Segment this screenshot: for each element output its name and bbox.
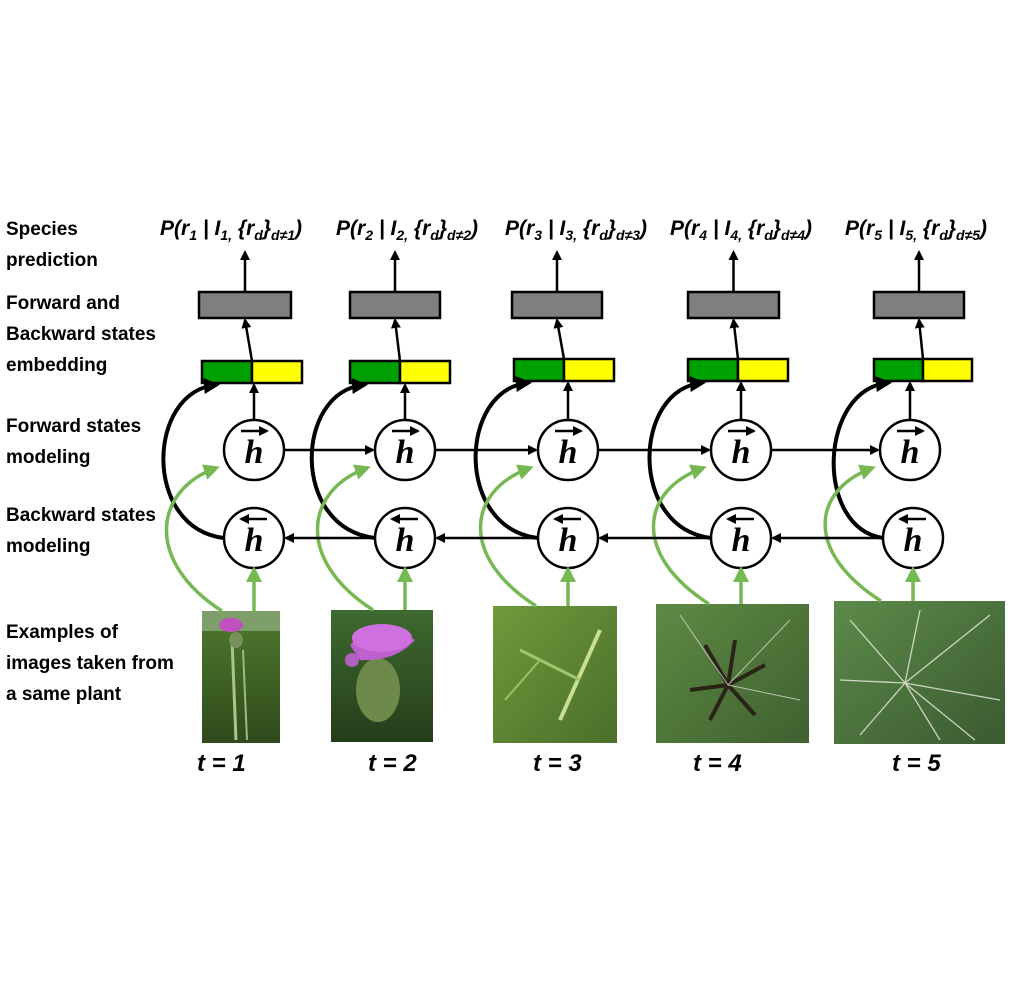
formula-2: P(r2 | I2, {rd}d≠2) (336, 217, 479, 244)
embedding-box-1 (197, 290, 293, 320)
label-species-prediction: Species prediction (6, 219, 98, 271)
plant-photo-5 (834, 601, 1005, 744)
forward-half-3 (512, 357, 566, 383)
plant-photo-2 (331, 610, 433, 742)
embed-arrow-1 (241, 318, 254, 362)
forward-state-label-4: h (732, 434, 751, 471)
embedding-box-2 (348, 290, 442, 320)
formula-4: P(r4 | I4, {rd}d≠4) (670, 217, 813, 244)
embed-arrow-5 (914, 318, 925, 360)
time-label-5: t = 5 (892, 750, 941, 777)
image-to-forward-arrow-1 (164, 464, 223, 613)
image-to-forward-arrow-4 (651, 464, 710, 606)
embed-arrow-4 (729, 318, 740, 360)
forward-state-label-1: h (245, 434, 264, 471)
plant-photo-1 (202, 611, 280, 743)
backward-state-label-5: h (904, 522, 923, 559)
time-label-4: t = 4 (693, 750, 742, 777)
formula-3: P(r3 | I3, {rd}d≠3) (505, 217, 648, 244)
backward-half-4 (736, 357, 790, 383)
backward-to-embedding-arrow-1 (161, 378, 225, 540)
backward-state-label-4: h (732, 522, 751, 559)
image-to-forward-arrow-3 (478, 464, 537, 608)
time-label-3: t = 3 (533, 750, 582, 777)
embed-arrow-3 (553, 318, 566, 360)
forward-state-label-5: h (901, 434, 920, 471)
backward-to-embedding-arrow-4 (647, 376, 712, 540)
forward-half-1 (200, 359, 254, 385)
formula-5: P(r5 | I5, {rd}d≠5) (845, 217, 988, 244)
label-examples: Examples of images taken from a same pla… (6, 622, 174, 705)
label-embedding: Forward and Backward states embedding (6, 293, 156, 376)
label-forward-states: Forward states modeling (6, 416, 142, 468)
backward-half-5 (921, 357, 974, 383)
forward-half-5 (872, 357, 925, 383)
formula-1: P(r1 | I1, {rd}d≠1) (160, 217, 303, 244)
embed-arrow-2 (391, 318, 402, 362)
backward-half-2 (398, 359, 452, 385)
forward-half-2 (348, 359, 402, 385)
backward-half-3 (562, 357, 616, 383)
backward-to-embedding-arrow-2 (309, 378, 376, 540)
image-to-forward-arrow-2 (315, 464, 374, 612)
forward-state-label-3: h (559, 434, 578, 471)
backward-to-embedding-arrow-3 (473, 376, 539, 540)
backward-state-label-3: h (559, 522, 578, 559)
backward-to-embedding-arrow-5 (831, 376, 892, 540)
backward-state-label-1: h (245, 522, 264, 559)
plant-photo-4 (656, 604, 809, 743)
time-label-1: t = 1 (197, 750, 246, 777)
forward-state-label-2: h (396, 434, 415, 471)
embedding-box-3 (510, 290, 604, 320)
forward-half-4 (686, 357, 740, 383)
embedding-box-5 (872, 290, 966, 320)
forward-state-5 (878, 418, 942, 482)
image-to-forward-arrow-5 (823, 464, 882, 603)
plant-photo-3 (493, 606, 617, 743)
backward-half-1 (250, 359, 304, 385)
embedding-box-4 (686, 290, 781, 320)
backward-state-label-2: h (396, 522, 415, 559)
label-backward-states: Backward states modeling (6, 505, 156, 557)
time-label-2: t = 2 (368, 750, 417, 777)
